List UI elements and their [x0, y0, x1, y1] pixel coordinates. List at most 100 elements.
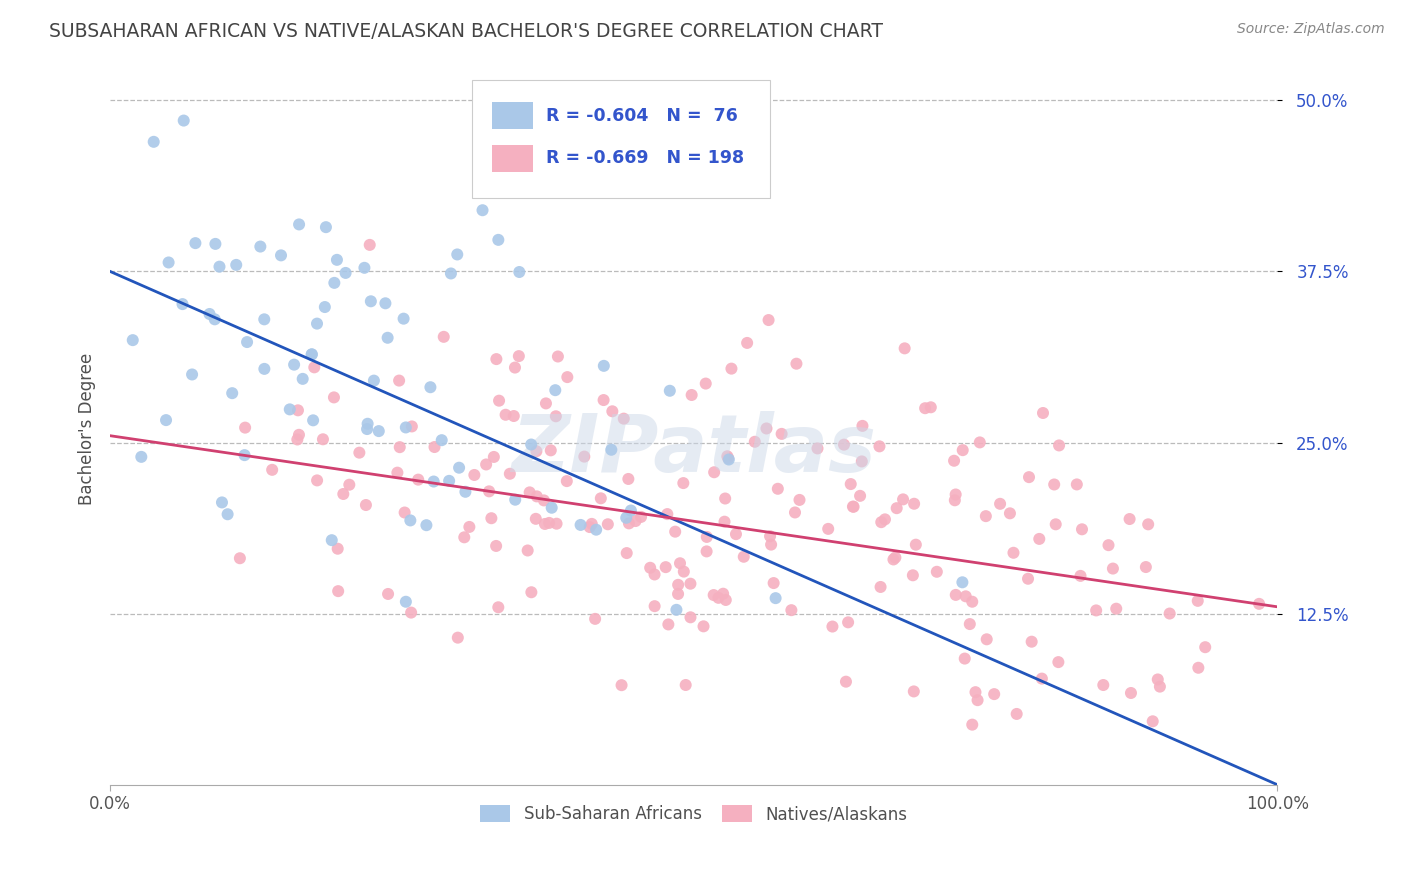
Point [253, 362, 276, 376]
Point [658, 384, 681, 398]
Point [692, 619, 714, 633]
Point [762, 576, 785, 591]
Point [1032, 406, 1054, 420]
Point [395, 595, 418, 609]
Point [664, 524, 686, 539]
Point [616, 546, 638, 560]
Point [430, 433, 453, 447]
Point [486, 600, 509, 615]
Point [953, 651, 976, 665]
Point [453, 530, 475, 544]
Point [666, 587, 689, 601]
Point [1043, 477, 1066, 491]
Point [962, 717, 984, 731]
Point [454, 484, 477, 499]
Point [657, 617, 679, 632]
Point [842, 500, 865, 514]
Point [592, 392, 614, 407]
Point [422, 475, 444, 489]
Point [585, 523, 607, 537]
Point [733, 549, 755, 564]
Point [666, 578, 689, 592]
Point [388, 374, 411, 388]
Point [534, 396, 557, 410]
Point [759, 538, 782, 552]
Point [1146, 673, 1168, 687]
Point [458, 520, 481, 534]
Point [724, 527, 747, 541]
Point [969, 435, 991, 450]
Point [884, 550, 907, 565]
Point [873, 512, 896, 526]
Point [903, 497, 925, 511]
Point [533, 493, 555, 508]
Point [503, 492, 526, 507]
Point [755, 421, 778, 435]
Point [204, 312, 226, 326]
Point [335, 266, 357, 280]
Point [546, 516, 568, 531]
Point [717, 451, 740, 466]
Point [696, 530, 718, 544]
Point [1047, 438, 1070, 452]
Point [596, 517, 619, 532]
Point [437, 474, 460, 488]
Point [851, 418, 873, 433]
Point [387, 466, 409, 480]
Point [675, 678, 697, 692]
Point [1187, 594, 1209, 608]
Point [780, 603, 803, 617]
Point [703, 588, 725, 602]
Point [945, 588, 967, 602]
Point [307, 474, 329, 488]
Point [789, 492, 811, 507]
Point [349, 445, 371, 459]
Point [440, 267, 463, 281]
Point [950, 575, 973, 590]
Point [367, 424, 389, 438]
Point [1149, 680, 1171, 694]
Point [925, 565, 948, 579]
Point [262, 463, 284, 477]
Point [305, 317, 328, 331]
Point [707, 591, 730, 605]
Point [354, 498, 377, 512]
Point [225, 258, 247, 272]
Point [665, 603, 688, 617]
Point [419, 380, 441, 394]
Point [304, 360, 326, 375]
Point [395, 420, 418, 434]
Point [952, 443, 974, 458]
Point [835, 674, 858, 689]
Point [302, 413, 325, 427]
FancyBboxPatch shape [492, 103, 533, 129]
Legend: Sub-Saharan Africans, Natives/Alaskans: Sub-Saharan Africans, Natives/Alaskans [474, 798, 914, 830]
Point [482, 450, 505, 464]
Point [988, 497, 1011, 511]
Point [394, 506, 416, 520]
Point [534, 516, 557, 531]
Point [832, 437, 855, 451]
Point [943, 454, 966, 468]
Point [478, 484, 501, 499]
Point [475, 458, 498, 472]
Point [270, 248, 292, 262]
Point [1066, 477, 1088, 491]
Point [1018, 470, 1040, 484]
Point [288, 218, 311, 232]
Point [519, 485, 541, 500]
Point [716, 450, 738, 464]
Point [1017, 572, 1039, 586]
Point [851, 454, 873, 468]
Point [976, 632, 998, 647]
Point [903, 684, 925, 698]
Point [610, 678, 633, 692]
Point [1249, 597, 1271, 611]
Point [759, 529, 782, 543]
Point [131, 450, 153, 464]
Point [711, 587, 734, 601]
Point [817, 522, 839, 536]
Point [406, 473, 429, 487]
Point [363, 374, 385, 388]
Point [356, 417, 378, 431]
